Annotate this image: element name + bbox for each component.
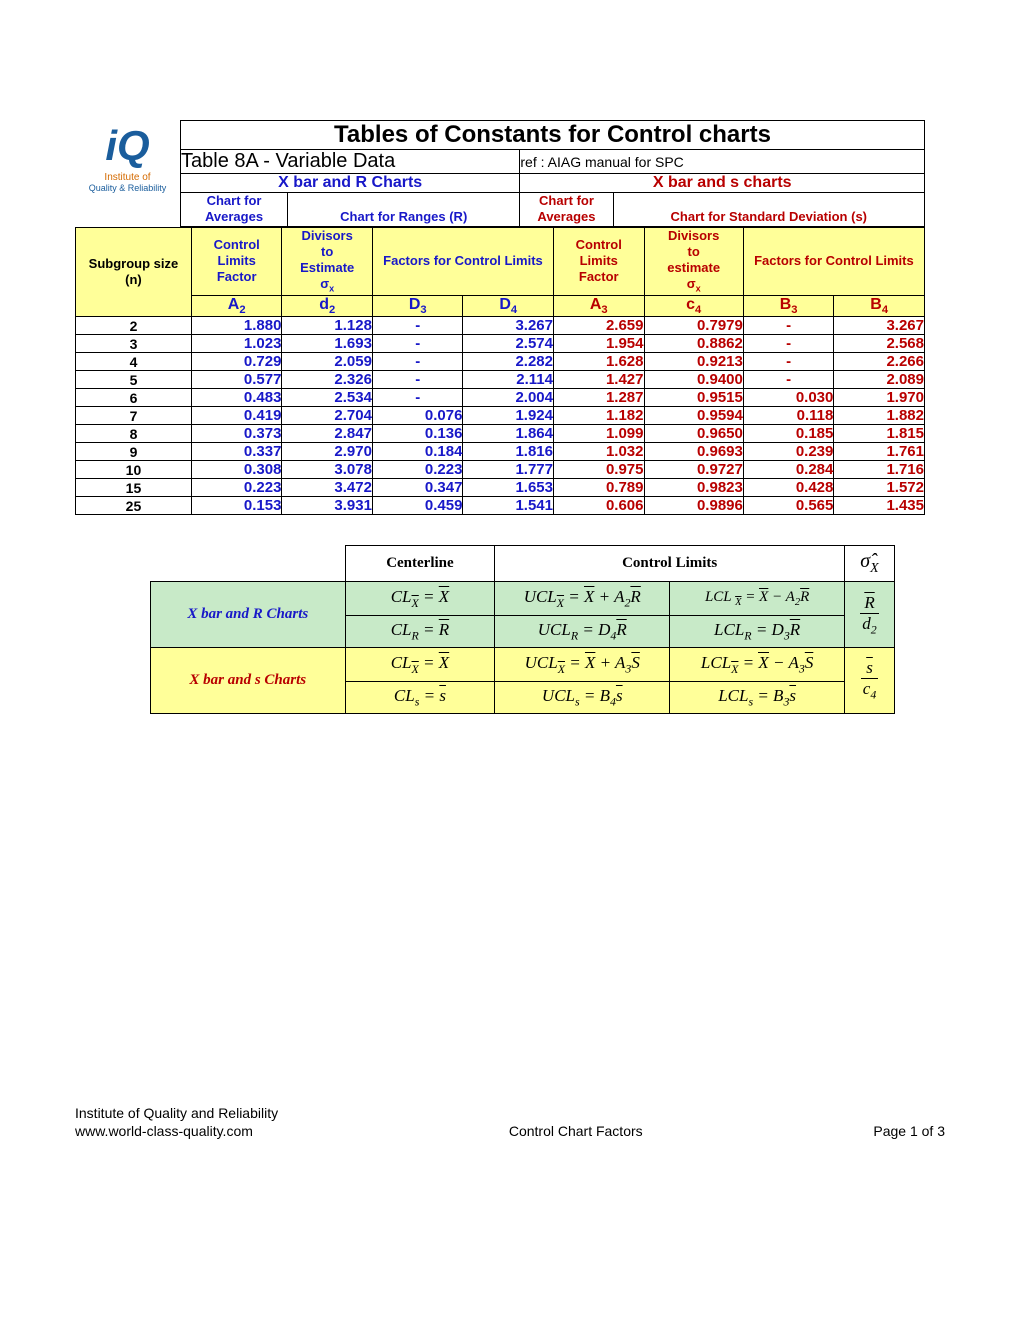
section-xbar-s: X bar and s charts [520, 174, 925, 193]
table-row: 90.3372.9700.1841.8161.0320.96930.2391.7… [76, 443, 925, 461]
hdr-subgroup: Subgroup size(n) [76, 227, 192, 317]
table-row: 60.4832.534-2.0041.2870.95150.0301.970 [76, 389, 925, 407]
table-row: 150.2233.4720.3471.6530.7890.98230.4281.… [76, 479, 925, 497]
formula-table: Centerline Control Limits σ̂X X bar and … [150, 545, 895, 714]
logo: iQ Institute of Quality & Reliability [75, 120, 180, 193]
f-ucls: UCLs = B4s [495, 681, 670, 713]
hdr-chart-sd: Chart for Standard Deviation (s) [613, 193, 924, 227]
hdr-ctrl-lim-1: ControlLimitsFactor [191, 227, 282, 296]
footer-center: Control Chart Factors [509, 1122, 643, 1140]
f-lclr: LCLR = D3R [670, 615, 845, 647]
f-clr: CLR = R [345, 615, 495, 647]
logo-glyph: iQ [105, 125, 149, 167]
hdr-divisors-1: DivisorstoEstimateσx [282, 227, 373, 296]
subtitle-right: ref : AIAG manual for SPC [520, 150, 925, 174]
f-uclx-s: UCLX = X + A3S [495, 648, 670, 681]
hdr-ctrl-lim-2: ControlLimitsFactor [553, 227, 644, 296]
hdr-factors-cl-1: Factors for Control Limits [372, 227, 553, 296]
sym-A3: A3 [553, 296, 644, 317]
hdr-divisors-2: Divisorstoestimateσx [644, 227, 743, 296]
table-row: 50.5772.326-2.1141.4270.9400-2.089 [76, 371, 925, 389]
constants-table: Tables of Constants for Control charts T… [180, 120, 925, 227]
f-lclx-s: LCLX = X − A3S [670, 648, 845, 681]
footer-org: Institute of Quality and Reliability [75, 1104, 278, 1122]
table-title: Tables of Constants for Control charts [181, 121, 925, 150]
constants-data-table: Subgroup size(n) ControlLimitsFactor Div… [75, 227, 925, 516]
subtitle-left: Table 8A - Variable Data [181, 150, 520, 174]
table-row: 80.3732.8470.1361.8641.0990.96500.1851.8… [76, 425, 925, 443]
section-xbar-r: X bar and R Charts [181, 174, 520, 193]
logo-line1: Institute of [104, 172, 150, 183]
hdr-control-limits: Control Limits [495, 546, 845, 582]
f-lclx-r: LCL X = X − A2R [670, 582, 845, 615]
hdr-chart-avg-2: Chart forAverages [520, 193, 613, 227]
sym-A2: A2 [191, 296, 282, 317]
hdr-chart-avg-1: Chart forAverages [181, 193, 288, 227]
table-row: 100.3083.0780.2231.7770.9750.97270.2841.… [76, 461, 925, 479]
hdr-sigma-hat: σ̂X [845, 546, 895, 582]
sym-c4: c4 [644, 296, 743, 317]
logo-line2: Quality & Reliability [89, 183, 167, 193]
f-clx-r: CLX = X [345, 582, 495, 615]
f-cls: CLs = s [345, 681, 495, 713]
sym-B4: B4 [834, 296, 925, 317]
table-row: 40.7292.059-2.2821.6280.9213-2.266 [76, 353, 925, 371]
sym-D3: D3 [372, 296, 463, 317]
footer: Institute of Quality and Reliability www… [0, 1104, 1020, 1140]
f-uclr: UCLR = D4R [495, 615, 670, 647]
formula-xr-label: X bar and R Charts [151, 582, 346, 648]
sym-d2: d2 [282, 296, 373, 317]
table-row: 250.1533.9310.4591.5410.6060.98960.5651.… [76, 497, 925, 515]
footer-url: www.world-class-quality.com [75, 1122, 278, 1140]
sym-B3: B3 [743, 296, 834, 317]
sym-D4: D4 [463, 296, 554, 317]
f-clx-s: CLX = X [345, 648, 495, 681]
f-uclx-r: UCLX = X + A2R [495, 582, 670, 615]
f-lcls: LCLs = B3s [670, 681, 845, 713]
formula-xs-label: X bar and s Charts [151, 648, 346, 714]
f-sigma-r: Rd2 [845, 582, 895, 648]
table-row: 31.0231.693-2.5741.9540.8862-2.568 [76, 335, 925, 353]
footer-page: Page 1 of 3 [873, 1122, 945, 1140]
f-sigma-s: sc4 [845, 648, 895, 714]
table-row: 21.8801.128-3.2672.6590.7979-3.267 [76, 317, 925, 335]
hdr-centerline: Centerline [345, 546, 495, 582]
hdr-factors-cl-2: Factors for Control Limits [743, 227, 924, 296]
table-row: 70.4192.7040.0761.9241.1820.95940.1181.8… [76, 407, 925, 425]
hdr-chart-ranges: Chart for Ranges (R) [288, 193, 520, 227]
